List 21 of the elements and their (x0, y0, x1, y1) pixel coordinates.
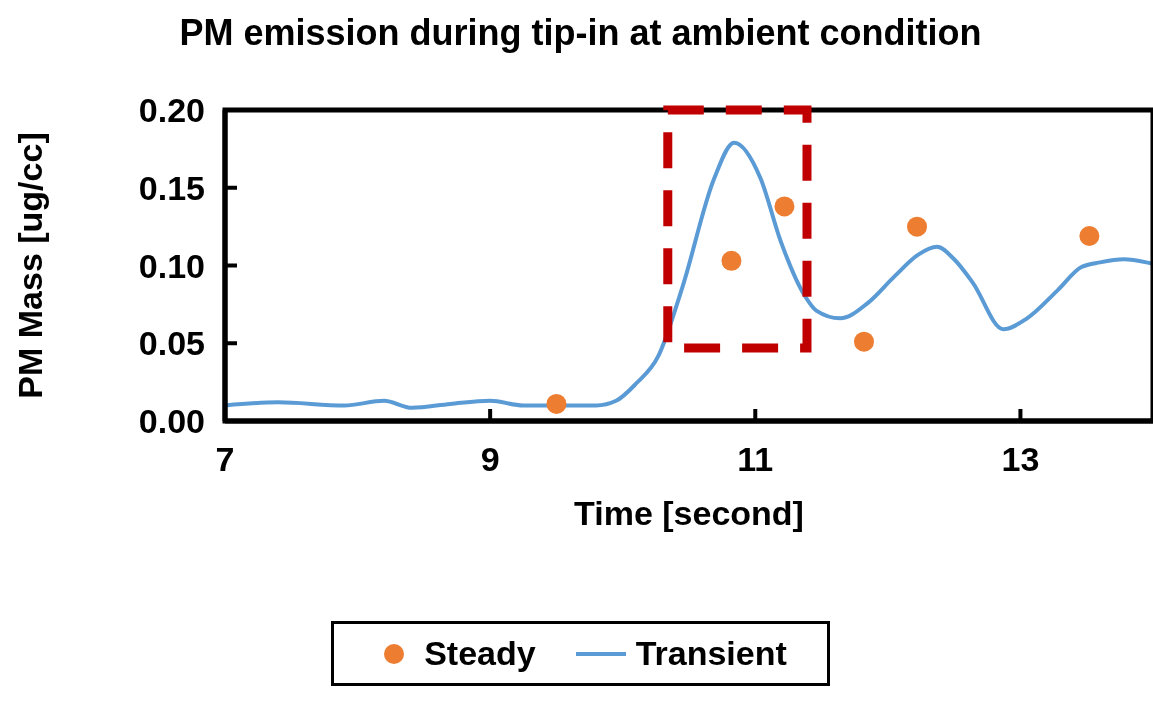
x-tick-label: 9 (480, 440, 500, 479)
point (546, 393, 567, 414)
point (907, 216, 928, 237)
x-axis-title: Time [second] (574, 494, 804, 533)
x-tick-label: 11 (737, 440, 774, 479)
y-tick-label: 0.20 (138, 91, 205, 130)
x-tick-label: 7 (215, 440, 235, 479)
y-tick-label: 0.10 (138, 246, 205, 285)
y-tick-label: 0.05 (138, 324, 205, 363)
point (721, 250, 742, 271)
legend-label: Steady (424, 634, 536, 673)
y-tick-label: 0.00 (138, 402, 205, 441)
point (774, 196, 795, 217)
y-axis-title: PM Mass [ug/cc] (11, 132, 50, 399)
chart-title: PM emission during tip-in at ambient condition (178, 11, 983, 55)
point (1079, 225, 1100, 246)
y-tick-label: 0.15 (138, 168, 205, 207)
point (853, 331, 874, 352)
legend-label: Transient (635, 634, 787, 673)
x-tick-label: 13 (1001, 440, 1040, 479)
line-series (225, 140, 1153, 410)
